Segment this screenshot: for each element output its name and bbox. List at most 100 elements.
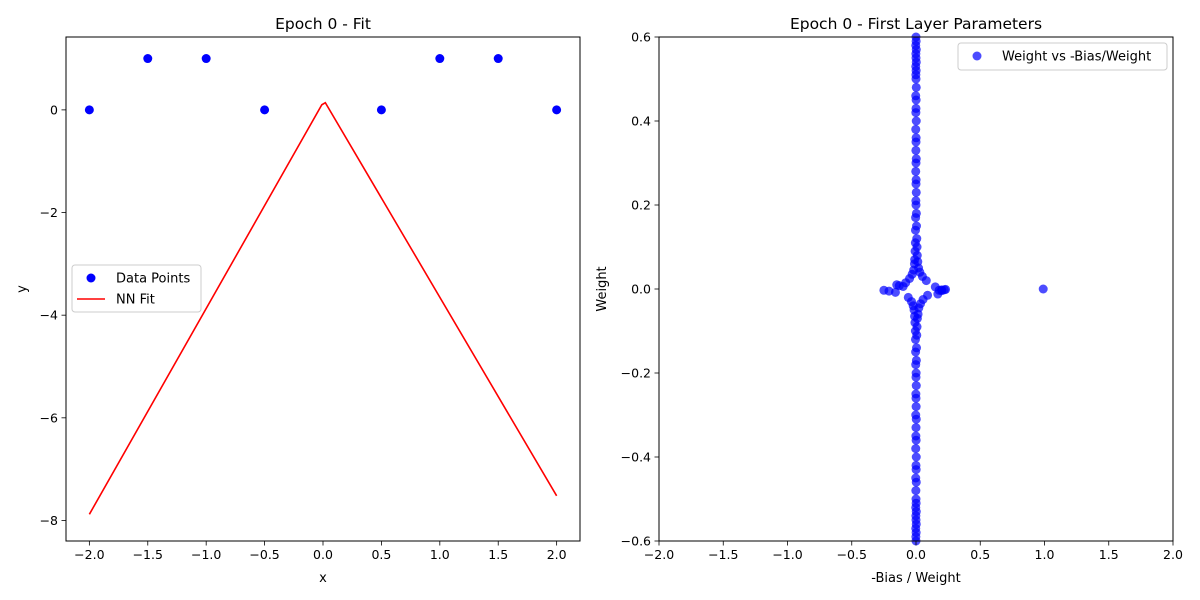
param-point — [903, 292, 913, 302]
param-point — [911, 423, 921, 433]
data-point — [552, 105, 562, 115]
fit-chart-y-label: y — [15, 285, 30, 293]
param-point — [911, 74, 921, 84]
params-chart-legend: Weight vs -Bias/Weight — [957, 42, 1168, 71]
param-point — [923, 290, 933, 300]
param-point — [911, 213, 921, 223]
params-chart-y-ticks: 0.6 0.4 0.2 0.0 −0.2 −0.4 −0.6 — [621, 30, 659, 549]
param-point — [911, 473, 921, 483]
params-chart-x-ticks: −2.0 −1.5 −1.0 −0.5 0.0 0.5 1.0 1.5 2.0 — [644, 541, 1183, 562]
fit-x-tick-label: 0.5 — [371, 547, 391, 562]
fit-y-tick-label: −8 — [40, 513, 58, 528]
param-point — [911, 108, 921, 118]
param-point — [911, 124, 921, 134]
param-point — [911, 444, 921, 454]
fit-y-tick-label: 0 — [50, 102, 58, 117]
fit-chart-marks — [84, 54, 562, 515]
fit-chart-x-ticks: −2.0 −1.5 −1.0 −0.5 0.0 0.5 1.0 1.5 2.0 — [74, 541, 567, 562]
param-point — [911, 452, 921, 462]
data-point — [493, 54, 503, 64]
param-point — [898, 281, 908, 291]
params-chart-x-label: -Bias / Weight — [871, 571, 960, 586]
params-y-tick-label: 0.4 — [631, 114, 651, 129]
legend-data-points-label: Data Points — [116, 272, 190, 287]
fit-chart-legend: Data Points NN Fit — [71, 264, 202, 313]
params-y-tick-label: 0.2 — [631, 198, 651, 213]
param-point — [911, 402, 921, 412]
fit-series-0-points — [84, 54, 562, 115]
fit-y-tick-label: −4 — [40, 308, 58, 323]
params-y-tick-label: −0.6 — [621, 534, 651, 549]
fit-x-tick-label: −0.5 — [249, 547, 279, 562]
param-point — [911, 116, 921, 126]
fit-chart-x-label: x — [319, 571, 327, 586]
param-point — [911, 95, 921, 105]
params-y-tick-label: 0.6 — [631, 30, 651, 45]
params-series-0-points — [879, 32, 1048, 546]
params-chart-y-label: Weight — [595, 266, 610, 311]
param-point — [911, 368, 921, 378]
params-chart-legend-box — [957, 42, 1168, 71]
params-x-tick-label: −1.5 — [708, 547, 738, 562]
params-x-tick-label: −2.0 — [644, 547, 674, 562]
data-point — [84, 105, 94, 115]
fit-x-tick-label: −1.5 — [133, 547, 163, 562]
legend-weight-label: Weight vs -Bias/Weight — [1002, 50, 1151, 65]
param-point — [911, 166, 921, 176]
fit-x-tick-label: 1.0 — [430, 547, 450, 562]
fit-chart-y-ticks: 0 −2 −4 −6 −8 — [40, 102, 66, 528]
params-x-tick-label: 0.5 — [970, 547, 990, 562]
param-point — [911, 82, 921, 92]
params-x-tick-label: 1.5 — [1099, 547, 1119, 562]
param-point — [911, 158, 921, 168]
params-x-tick-label: 1.0 — [1035, 547, 1055, 562]
param-point — [911, 187, 921, 197]
params-chart-title: Epoch 0 - First Layer Parameters — [790, 15, 1042, 33]
param-point — [911, 145, 921, 155]
legend-weight-marker — [972, 51, 982, 61]
params-chart-marks — [879, 32, 1048, 546]
params-x-tick-label: 2.0 — [1163, 547, 1183, 562]
params-x-tick-label: 0.0 — [906, 547, 926, 562]
param-point — [911, 486, 921, 496]
params-y-tick-label: −0.4 — [621, 450, 651, 465]
param-point — [912, 343, 922, 353]
nn-fit-line — [88, 101, 558, 515]
params-x-tick-label: −1.0 — [772, 547, 802, 562]
data-point — [201, 54, 211, 64]
param-point — [911, 410, 921, 420]
data-point — [260, 105, 270, 115]
params-x-tick-label: −0.5 — [837, 547, 867, 562]
fit-y-tick-label: −6 — [40, 410, 58, 425]
param-point — [890, 287, 900, 297]
fit-x-tick-label: −2.0 — [74, 547, 104, 562]
param-point — [921, 276, 931, 286]
param-point — [1038, 284, 1048, 294]
fit-chart: Epoch 0 - Fit −2.0 −1.5 −1.0 −0.5 0.0 0.5 1.0 1… — [15, 15, 581, 586]
fit-chart-title: Epoch 0 - Fit — [275, 15, 371, 33]
params-y-tick-label: −0.2 — [621, 366, 651, 381]
param-point — [911, 200, 921, 210]
fit-y-tick-label: −2 — [40, 205, 58, 220]
param-point — [911, 381, 921, 391]
params-chart: Epoch 0 - First Layer Parameters −2.0 −1.… — [595, 15, 1183, 586]
fit-x-tick-label: 1.5 — [488, 547, 508, 562]
param-point — [911, 460, 921, 470]
legend-data-points-marker — [86, 273, 96, 283]
param-point — [939, 285, 949, 295]
fit-x-tick-label: −1.0 — [191, 547, 221, 562]
fit-x-tick-label: 0.0 — [313, 547, 333, 562]
param-point — [911, 389, 921, 399]
param-point — [911, 179, 921, 189]
legend-nn-fit-label: NN Fit — [116, 293, 155, 308]
param-point — [910, 225, 920, 235]
param-point — [911, 137, 921, 147]
param-point — [911, 431, 921, 441]
param-point — [911, 355, 921, 365]
data-point — [143, 54, 153, 64]
data-point — [376, 105, 386, 115]
params-y-tick-label: 0.0 — [631, 282, 651, 297]
param-point — [911, 494, 921, 504]
data-point — [435, 54, 445, 64]
